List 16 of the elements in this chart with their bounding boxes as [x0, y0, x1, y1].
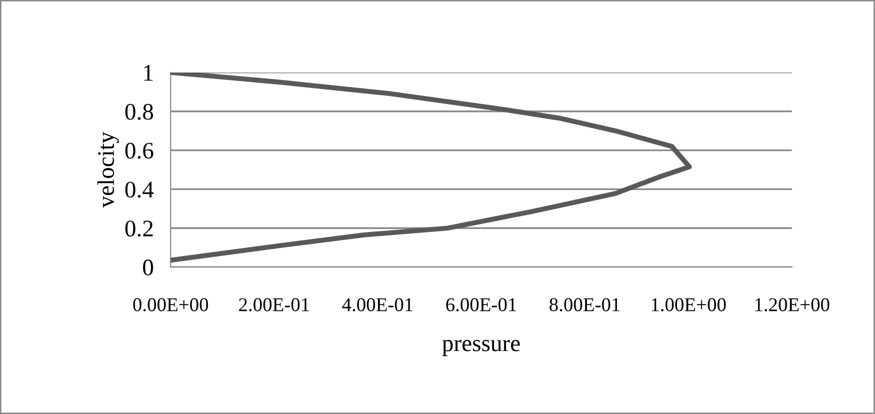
line-series [170, 72, 692, 263]
y-tick-label: 0 [143, 260, 154, 276]
y-tick-label: 0.2 [125, 220, 153, 237]
y-tick-label: 1 [144, 65, 153, 81]
x-tick-label: 1.20E+00 [755, 298, 830, 312]
x-tick-label: 8.00E-01 [550, 298, 620, 312]
x-tick-label: 0.00E+00 [133, 298, 208, 312]
x-axis-title: pressure [442, 340, 520, 356]
x-tick-label: 1.00E+00 [652, 298, 726, 312]
x-tick-label: 6.00E-01 [446, 298, 516, 312]
y-tick-label: 0.8 [125, 104, 154, 120]
x-tick-label: 2.00E-01 [239, 298, 309, 312]
y-axis-title: velocity [97, 132, 119, 208]
y-tick-label: 0.6 [125, 142, 154, 159]
y-tick-label: 0.4 [125, 182, 154, 198]
x-tick-label: 4.00E-01 [342, 298, 412, 312]
